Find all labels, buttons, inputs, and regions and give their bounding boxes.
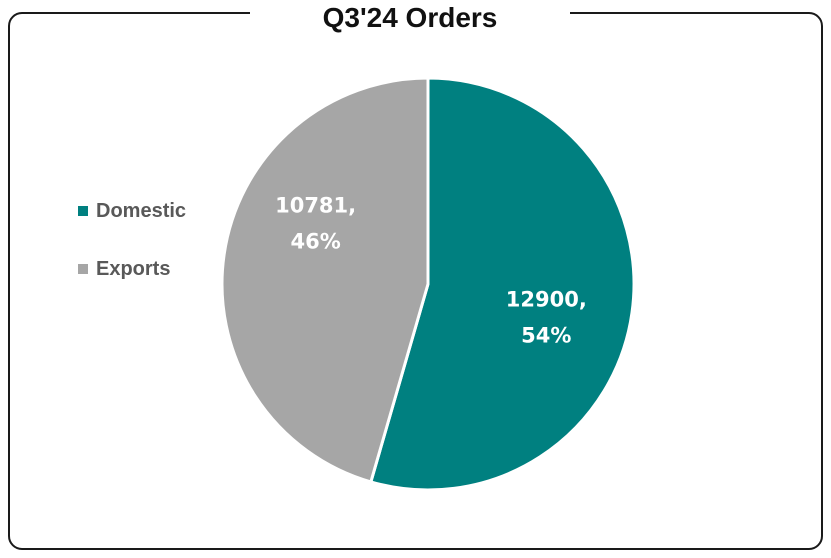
chart-title: Q3'24 Orders bbox=[250, 2, 570, 42]
data-label-exports: 10781, 46% bbox=[275, 194, 356, 254]
legend-label-domestic: Domestic bbox=[96, 199, 187, 222]
data-label-value-exports: 10781, bbox=[275, 194, 356, 218]
chart-legend: Domestic Exports bbox=[78, 196, 186, 312]
data-label-percent-domestic: 54% bbox=[521, 324, 571, 348]
legend-swatch-domestic bbox=[78, 206, 88, 216]
legend-swatch-exports bbox=[78, 264, 88, 274]
data-label-domestic: 12900, 54% bbox=[506, 288, 587, 348]
legend-label-exports: Exports bbox=[96, 257, 171, 280]
pie-slice-exports bbox=[220, 76, 430, 484]
legend-item-exports: Exports bbox=[78, 254, 186, 284]
data-label-value-domestic: 12900, bbox=[506, 288, 587, 312]
pie-data-labels: 12900, 54% 10781, 46% bbox=[275, 194, 587, 348]
pie-slice-domestic bbox=[368, 76, 636, 492]
pie-slices bbox=[220, 76, 636, 492]
data-label-percent-exports: 46% bbox=[290, 230, 340, 254]
legend-item-domestic: Domestic bbox=[78, 196, 186, 226]
